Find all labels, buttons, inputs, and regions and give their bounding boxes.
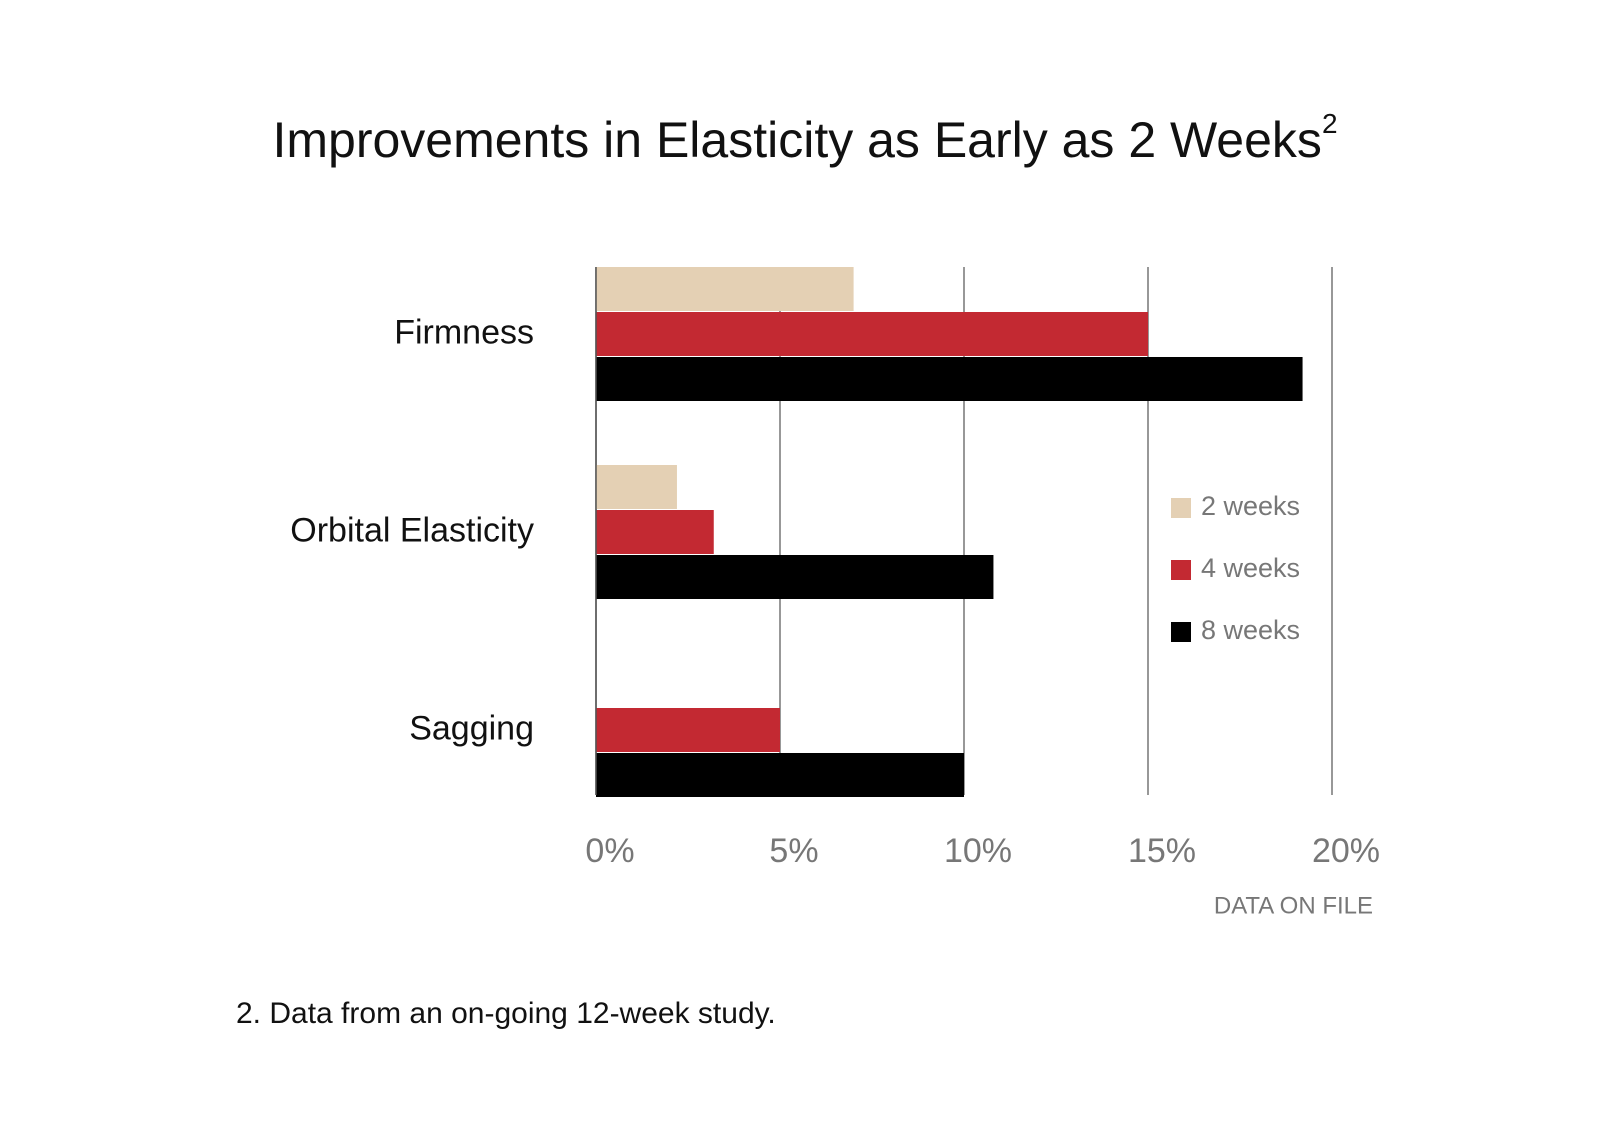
x-tick-label: 15% xyxy=(1128,832,1196,870)
legend-label: 4 weeks xyxy=(1201,553,1300,583)
legend-swatch xyxy=(1171,560,1191,580)
legend-label: 8 weeks xyxy=(1201,615,1300,645)
bar xyxy=(596,708,780,752)
footnote: 2. Data from an on-going 12-week study. xyxy=(236,997,776,1030)
bar xyxy=(596,312,1148,356)
chart-title: Improvements in Elasticity as Early as 2… xyxy=(272,108,1337,168)
y-tick-label: Sagging xyxy=(409,709,534,747)
y-tick-label: Orbital Elasticity xyxy=(290,511,534,549)
legend-label: 2 weeks xyxy=(1201,491,1300,521)
legend-swatch xyxy=(1171,622,1191,642)
x-tick-label: 20% xyxy=(1312,832,1380,870)
bar xyxy=(596,555,994,599)
legend-swatch xyxy=(1171,498,1191,518)
bar xyxy=(596,510,714,554)
bar xyxy=(596,357,1303,401)
x-tick-label: 10% xyxy=(944,832,1012,870)
title-text: Improvements in Elasticity as Early as 2… xyxy=(272,112,1321,168)
bar xyxy=(596,465,677,509)
source-note: DATA ON FILE xyxy=(1214,892,1373,919)
title-superscript: 2 xyxy=(1322,108,1338,139)
bar xyxy=(596,753,964,797)
bar xyxy=(596,267,854,311)
x-tick-label: 5% xyxy=(769,832,818,870)
x-tick-label: 0% xyxy=(585,832,634,870)
y-tick-label: Firmness xyxy=(394,313,534,351)
